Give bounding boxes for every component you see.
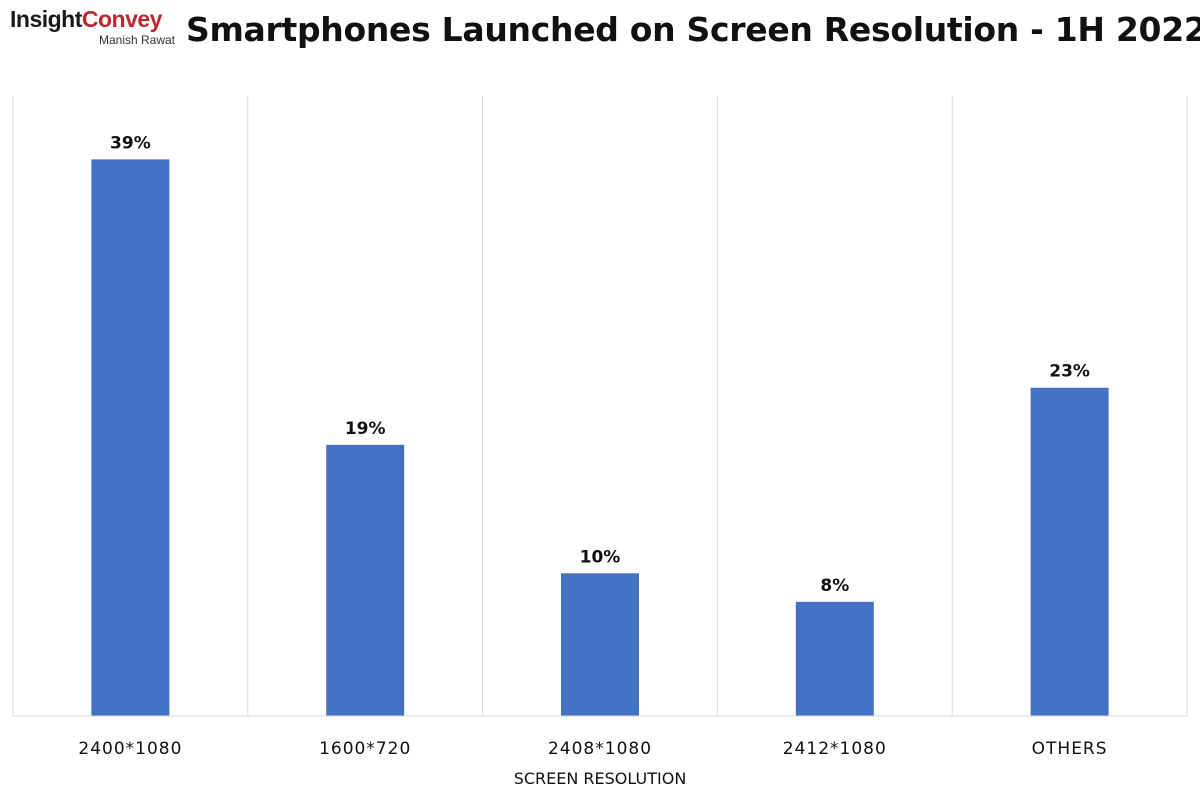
- bar-2412-1080: [795, 601, 874, 716]
- logo-author: Manish Rawat: [98, 33, 175, 47]
- logo-insight-text: Insight: [10, 6, 82, 32]
- x-tick-label: 2400*1080: [78, 739, 182, 759]
- bars: [91, 159, 1109, 716]
- data-labels: 39% 19% 10% 8% 23%: [110, 133, 1090, 595]
- chart-title: Smartphones Launched on Screen Resolutio…: [186, 10, 1200, 49]
- logo-wordmark: InsightConvey: [10, 6, 162, 33]
- x-tick-label: 2408*1080: [548, 739, 652, 759]
- data-label: 39%: [110, 133, 151, 153]
- bar-2408-1080: [561, 573, 639, 716]
- logo-convey-text: Convey: [81, 6, 163, 32]
- data-label: 23%: [1049, 362, 1090, 382]
- x-tick-label: 1600*720: [319, 739, 411, 759]
- x-tick-label: 2412*1080: [783, 739, 887, 759]
- x-axis-title: SCREEN RESOLUTION: [514, 769, 687, 788]
- insightconvey-logo: InsightConvey Manish Rawat: [10, 6, 175, 50]
- grid-lines: [12, 96, 1188, 716]
- x-tick-label: OTHERS: [1032, 739, 1108, 759]
- data-label: 19%: [345, 419, 386, 439]
- x-tick-labels: 2400*1080 1600*720 2408*1080 2412*1080 OTHER…: [78, 739, 1108, 759]
- bar-others: [1030, 387, 1109, 716]
- data-label: 8%: [820, 576, 849, 596]
- data-label: 10%: [580, 547, 621, 567]
- bar-1600-720: [326, 444, 405, 716]
- bar-2400-1080: [91, 159, 170, 716]
